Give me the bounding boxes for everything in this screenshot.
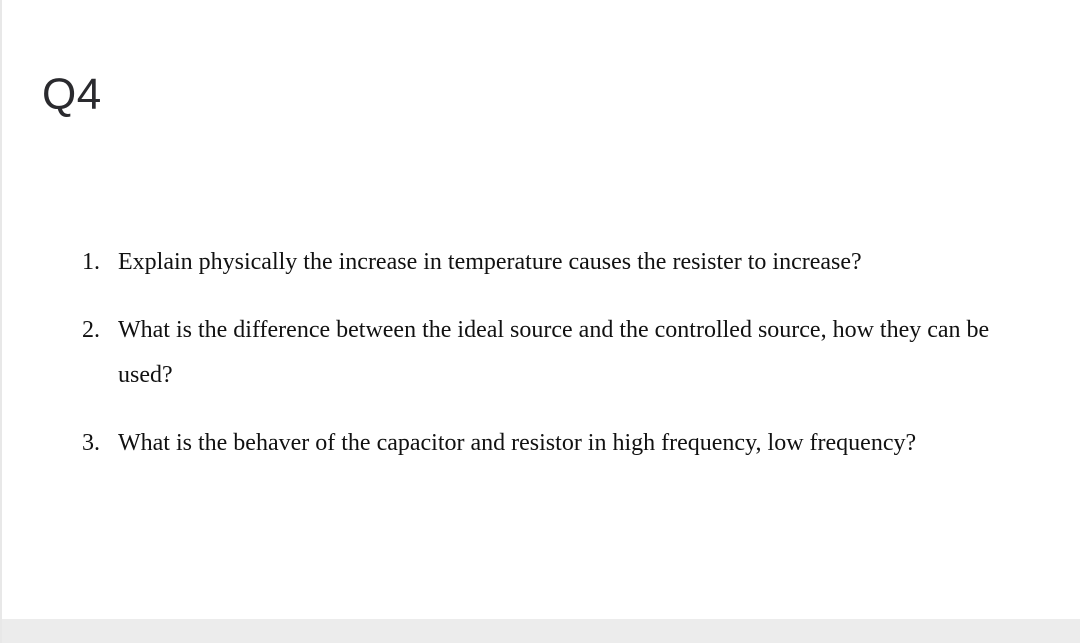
list-item: What is the difference between the ideal…: [82, 308, 1040, 399]
document-page: Q4 Explain physically the increase in te…: [0, 0, 1080, 643]
list-item: What is the behaver of the capacitor and…: [82, 421, 1040, 467]
bottom-bar: [2, 619, 1080, 643]
question-heading: Q4: [42, 70, 1040, 120]
list-item: Explain physically the increase in tempe…: [82, 240, 1040, 286]
question-list: Explain physically the increase in tempe…: [42, 240, 1040, 466]
